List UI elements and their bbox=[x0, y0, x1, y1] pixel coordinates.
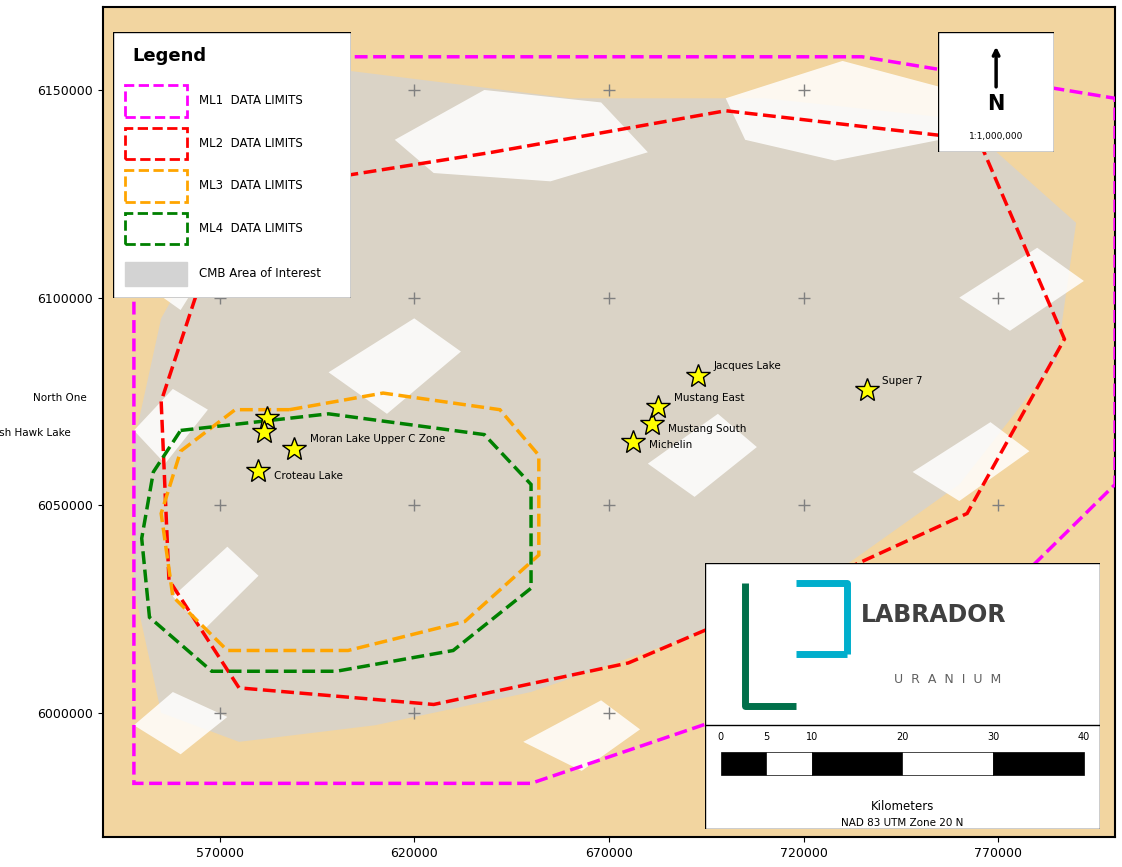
Polygon shape bbox=[134, 389, 208, 464]
Text: North One: North One bbox=[34, 394, 88, 403]
Text: Super 7: Super 7 bbox=[882, 375, 922, 386]
Text: Croteau Lake: Croteau Lake bbox=[274, 472, 343, 481]
Text: Mustang East: Mustang East bbox=[674, 394, 744, 403]
Text: Mustang South: Mustang South bbox=[668, 424, 746, 434]
Polygon shape bbox=[181, 81, 278, 160]
Polygon shape bbox=[959, 248, 1084, 331]
Polygon shape bbox=[329, 318, 461, 414]
Polygon shape bbox=[134, 692, 228, 754]
Text: Michelin: Michelin bbox=[649, 440, 692, 450]
Polygon shape bbox=[134, 69, 1076, 742]
Polygon shape bbox=[795, 701, 912, 771]
Polygon shape bbox=[647, 414, 757, 497]
Text: Jacques Lake: Jacques Lake bbox=[714, 362, 782, 371]
Polygon shape bbox=[134, 223, 220, 310]
Text: Moran Lake Upper C Zone: Moran Lake Upper C Zone bbox=[310, 434, 445, 445]
Polygon shape bbox=[173, 547, 258, 629]
Polygon shape bbox=[395, 90, 647, 181]
Polygon shape bbox=[726, 61, 951, 160]
Text: Fish Hawk Lake: Fish Hawk Lake bbox=[0, 428, 71, 439]
Polygon shape bbox=[523, 701, 640, 771]
Polygon shape bbox=[912, 422, 1029, 501]
